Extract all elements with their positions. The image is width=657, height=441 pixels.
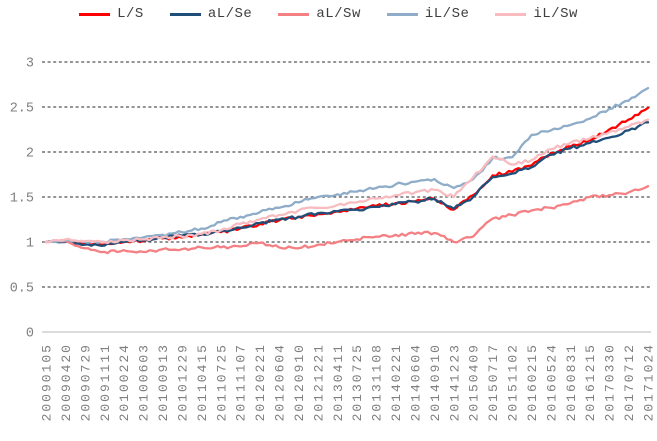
y-tick-label: 0 [26,327,34,342]
x-tick-label: 20090105 [40,343,55,421]
series-line-aL-Sw [44,185,650,255]
x-tick-label: 20120910 [292,343,307,421]
series-line-iL-Se [44,86,650,244]
x-tick-label: 20131108 [370,343,385,421]
x-tick-label: 20141223 [447,343,462,421]
x-tick-label: 20160831 [564,343,579,421]
legend-swatch-icon [495,12,527,16]
legend-item-aL-Se: aL/Se [169,6,253,22]
x-tick-label: 20161215 [583,343,598,421]
x-tick-label: 20140221 [389,343,404,421]
x-tick-label: 20140910 [428,343,443,421]
x-tick-label: 20140604 [408,343,423,421]
legend-item-iL-Sw: iL/Sw [495,6,578,22]
y-tick-label: 1 [26,237,34,252]
legend-swatch-icon [169,12,201,16]
legend-swatch-icon [79,12,111,16]
x-tick-label: 20091111 [98,343,113,421]
y-tick-label: 1.5 [10,192,34,207]
x-tick-label: 20170330 [603,343,618,421]
legend-label: iL/Se [424,6,470,22]
x-tick-label: 20100603 [137,343,152,421]
x-tick-label: 20100913 [156,343,171,421]
x-tick-label: 20171024 [642,343,657,421]
x-tick-label: 20110725 [214,343,229,421]
x-tick-label: 20151102 [506,343,521,421]
x-tick-label: 20150409 [467,343,482,421]
y-tick-label: 0.5 [10,282,34,297]
x-tick-label: 20170712 [622,343,637,421]
legend-label: iL/Sw [533,6,578,22]
x-tick-label: 20120604 [273,343,288,421]
x-tick-label: 20130725 [350,343,365,421]
y-tick-label: 3 [26,57,34,72]
legend-swatch-icon [386,12,418,16]
x-tick-label: 20111107 [234,343,249,421]
y-tick-label: 2 [26,147,34,162]
x-tick-label: 20150717 [486,343,501,421]
legend-item-L-S: L/S [79,6,144,22]
x-tick-label: 20100224 [117,343,132,421]
legend-item-aL-Sw: aL/Sw [278,6,361,22]
x-tick-label: 20160215 [525,343,540,421]
legend-item-iL-Se: iL/Se [386,6,470,22]
legend: L/S aL/Se aL/Sw iL/Se iL/Sw [0,6,657,22]
x-tick-label: 20110415 [195,343,210,421]
x-tick-label: 20130411 [331,343,346,421]
legend-swatch-icon [278,12,310,16]
legend-label: aL/Se [207,6,253,22]
series-line-iL-Sw [44,118,650,245]
y-tick-label: 2.5 [10,102,34,117]
x-tick-label: 20090420 [59,343,74,421]
legend-label: L/S [117,6,144,22]
legend-label: aL/Sw [316,6,361,22]
series-line-aL-Se [44,121,650,247]
x-tick-label: 20121221 [311,343,326,421]
x-tick-label: 20120221 [253,343,268,421]
x-tick-label: 20090729 [78,343,93,421]
x-tick-label: 20160524 [544,343,559,421]
x-tick-label: 20101229 [175,343,190,421]
